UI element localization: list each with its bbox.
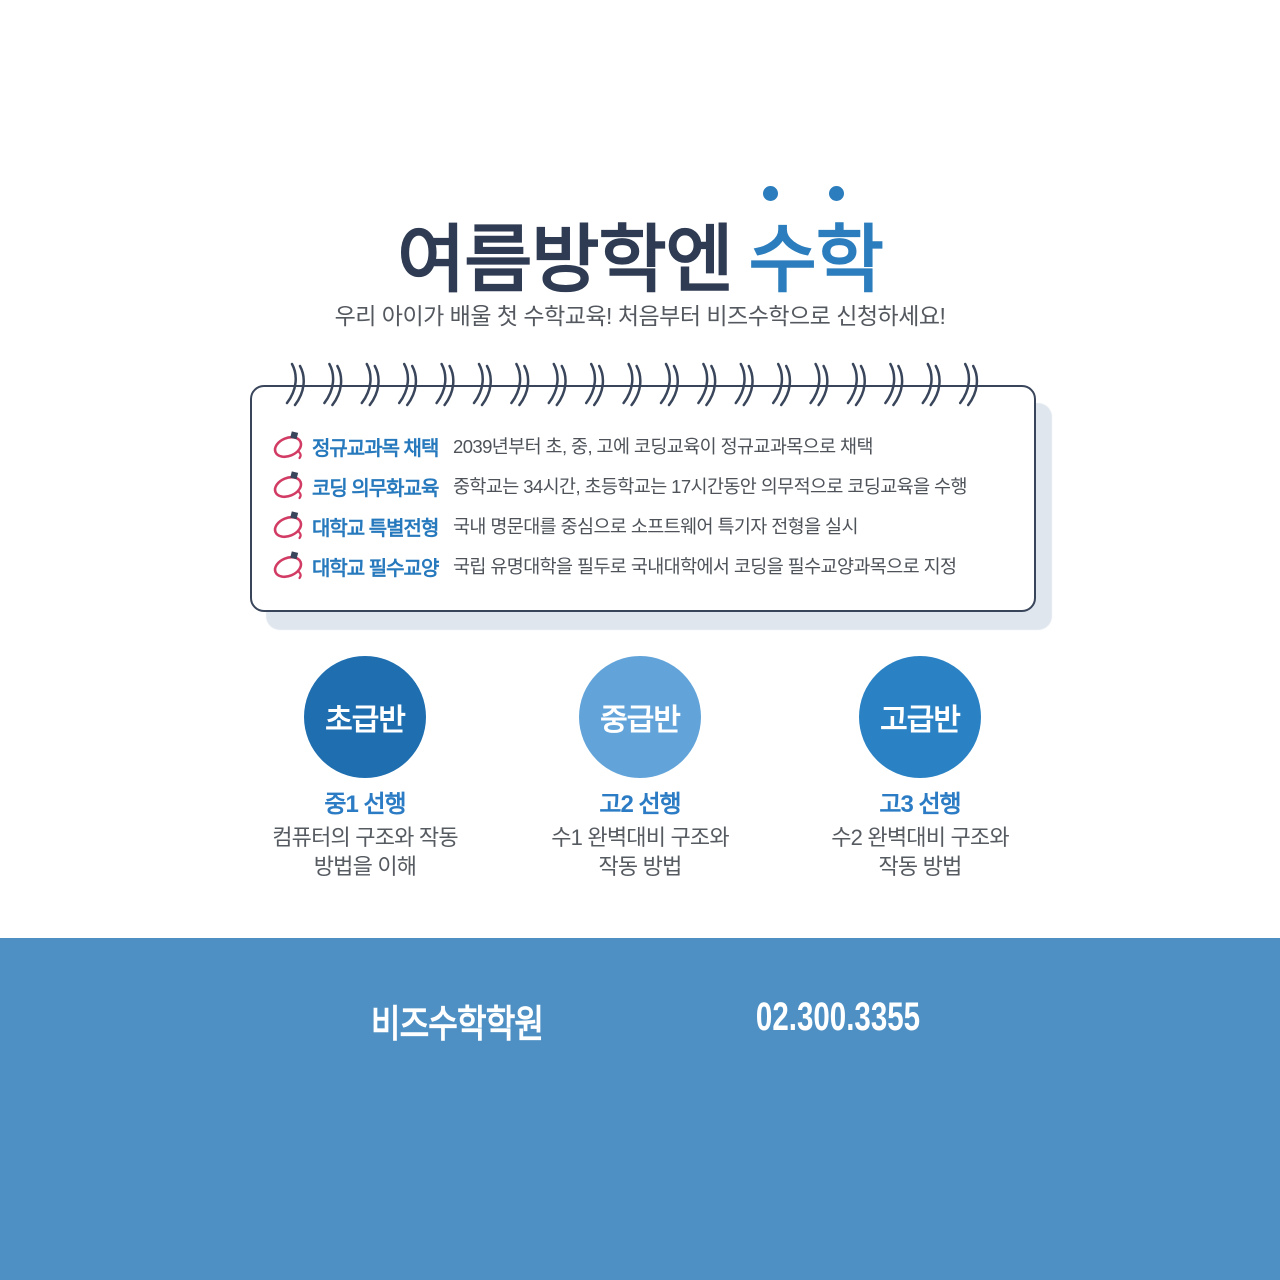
accent-dot-icon: [762, 186, 778, 201]
level-circle: 고급반: [859, 656, 981, 778]
level-description: 수2 완벽대비 구조와 작동 방법: [770, 823, 1070, 881]
level-circle: 중급반: [579, 656, 701, 778]
pencil-circle-icon: [273, 431, 303, 460]
notice-label: 대학교 필수교양: [312, 557, 439, 580]
level-description-line: 수2 완벽대비 구조와: [831, 825, 1009, 850]
level-name: 중급반: [600, 704, 681, 737]
notice-label: 대학교 특별전형: [312, 517, 439, 540]
pencil-circle-icon: [273, 511, 303, 540]
level-description-line: 작동 방법: [878, 854, 962, 880]
academy-name: 비즈수학학원: [370, 1003, 544, 1046]
notice-description: 2039년부터 초, 중, 고에 코딩교육이 정규교과목으로 채택: [453, 436, 874, 457]
level-description: 컴퓨터의 구조와 작동 방법을 이해: [215, 823, 515, 881]
subtitle: 우리 아이가 배울 첫 수학교육! 처음부터 비즈수학으로 신청하세요!: [334, 303, 946, 329]
notice-row: 대학교 필수교양 국립 유명대학을 필두로 국내대학에서 코딩을 필수교양과목으…: [272, 547, 1010, 585]
title-accent-text: 수학: [748, 218, 884, 301]
level-target: 고3 선행: [879, 791, 961, 818]
page-title: 여름방학엔 수학: [0, 186, 1280, 307]
notice-description: 국내 명문대를 중심으로 소프트웨어 특기자 전형을 실시: [453, 516, 859, 537]
level-column-beginner: 초급반 중1 선행 컴퓨터의 구조와 작동 방법을 이해: [215, 656, 515, 881]
level-column-advanced: 고급반 고3 선행 수2 완벽대비 구조와 작동 방법: [770, 656, 1070, 881]
notice-row: 대학교 특별전형 국내 명문대를 중심으로 소프트웨어 특기자 전형을 실시: [272, 507, 1010, 545]
level-target: 고2 선행: [599, 791, 681, 818]
notice-card: 정규교과목 채택 2039년부터 초, 중, 고에 코딩교육이 정규교과목으로 …: [250, 385, 1036, 612]
level-description: 수1 완벽대비 구조와 작동 방법: [490, 823, 790, 881]
notice-label: 코딩 의무화교육: [312, 477, 439, 500]
notice-row: 정규교과목 채택 2039년부터 초, 중, 고에 코딩교육이 정규교과목으로 …: [272, 427, 1010, 465]
pencil-circle-icon: [273, 471, 303, 500]
notice-label: 정규교과목 채택: [312, 437, 439, 460]
level-column-intermediate: 중급반 고2 선행 수1 완벽대비 구조와 작동 방법: [490, 656, 790, 881]
accent-dot-icon: [828, 186, 844, 201]
pencil-circle-icon: [273, 551, 303, 580]
notice-description: 중학교는 34시간, 초등학교는 17시간동안 의무적으로 코딩교육을 수행: [453, 476, 967, 497]
level-target: 중1 선행: [324, 791, 406, 818]
footer-band: 비즈수학학원 02.300.3355: [0, 938, 1280, 1280]
title-dark-part: 여름방학엔: [397, 218, 733, 301]
level-description-line: 컴퓨터의 구조와 작동: [272, 825, 458, 850]
level-name: 고급반: [880, 704, 961, 737]
phone-number: 02.300.3355: [756, 993, 921, 1039]
level-name: 초급반: [325, 704, 406, 737]
level-description-line: 방법을 이해: [313, 854, 417, 880]
level-description-line: 작동 방법: [598, 854, 682, 880]
level-circle: 초급반: [304, 656, 426, 778]
title-accent-part: 수학: [748, 186, 884, 307]
level-description-line: 수1 완벽대비 구조와: [551, 825, 729, 850]
notice-description: 국립 유명대학을 필두로 국내대학에서 코딩을 필수교양과목으로 지정: [453, 556, 957, 577]
notice-row: 코딩 의무화교육 중학교는 34시간, 초등학교는 17시간동안 의무적으로 코…: [272, 467, 1010, 505]
